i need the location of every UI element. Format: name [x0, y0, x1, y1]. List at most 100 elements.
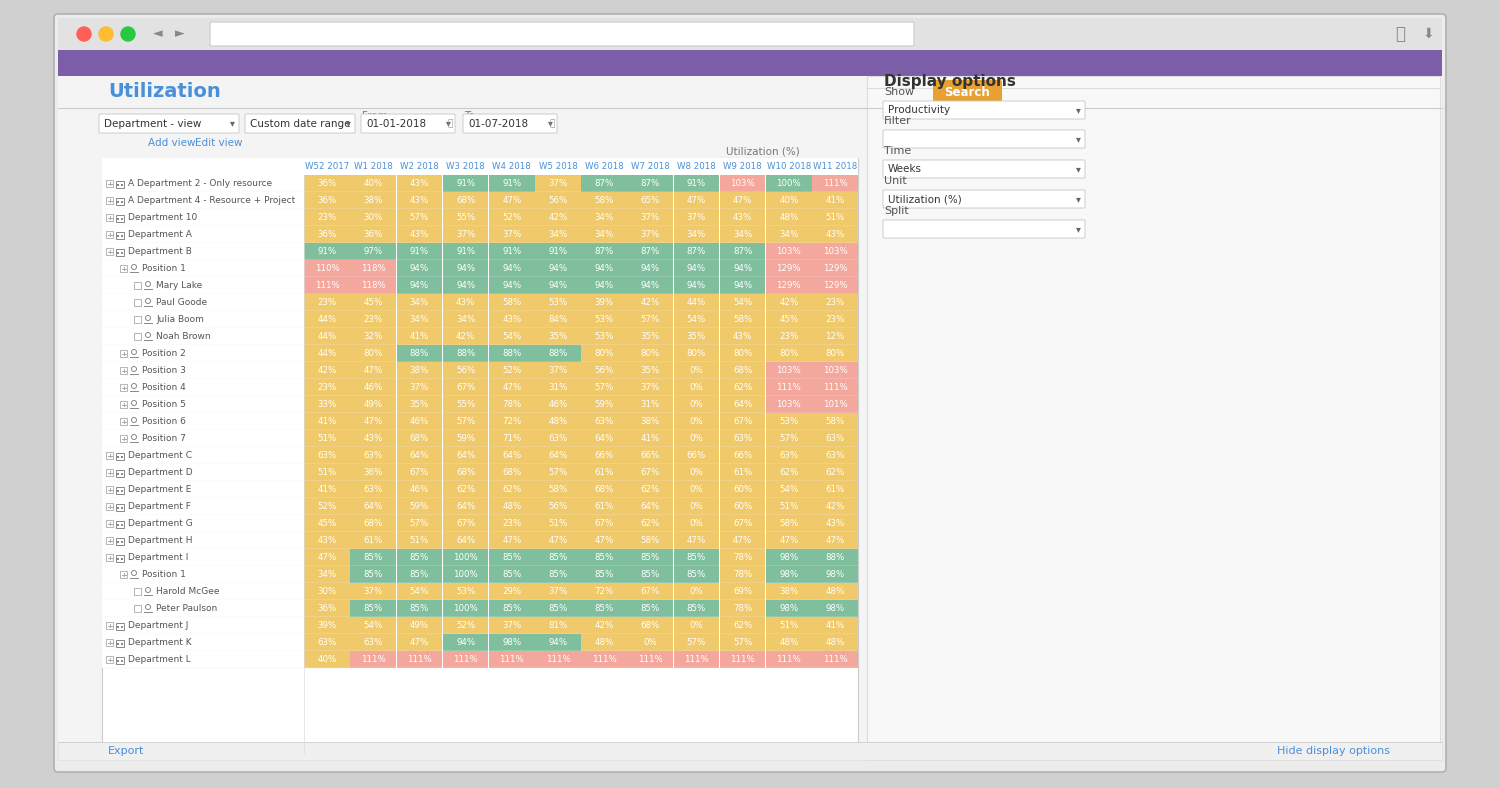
Bar — [674, 260, 718, 277]
Text: 53%: 53% — [456, 587, 476, 596]
Text: 34%: 34% — [410, 315, 429, 324]
Bar — [116, 486, 124, 493]
Text: 45%: 45% — [778, 315, 798, 324]
Text: 62%: 62% — [825, 468, 844, 477]
Bar — [582, 396, 627, 413]
Text: 36%: 36% — [363, 468, 382, 477]
Text: 36%: 36% — [318, 196, 336, 205]
Text: 51%: 51% — [410, 536, 429, 545]
Bar — [102, 379, 858, 396]
Text: 0%: 0% — [690, 468, 703, 477]
Text: 0%: 0% — [690, 502, 703, 511]
Bar — [396, 600, 442, 617]
Bar — [304, 430, 350, 447]
Bar — [351, 379, 396, 396]
Bar — [627, 294, 674, 310]
Text: 67%: 67% — [734, 417, 752, 426]
Bar — [396, 515, 442, 532]
Text: 53%: 53% — [594, 332, 613, 341]
Bar — [106, 622, 112, 629]
Bar — [304, 448, 350, 463]
Text: A Department 2 - Only resource: A Department 2 - Only resource — [128, 179, 272, 188]
Bar — [442, 464, 489, 481]
Text: 46%: 46% — [549, 400, 567, 409]
Bar — [489, 226, 534, 243]
Text: 38%: 38% — [410, 366, 429, 375]
Bar — [122, 523, 123, 526]
Bar — [627, 210, 674, 225]
Text: 88%: 88% — [549, 349, 567, 358]
Bar — [351, 430, 396, 447]
Bar — [102, 328, 858, 345]
Text: 57%: 57% — [456, 417, 476, 426]
Bar — [442, 533, 489, 548]
Bar — [304, 277, 350, 294]
Bar — [351, 583, 396, 600]
Text: 80%: 80% — [363, 349, 382, 358]
Text: Department C: Department C — [128, 451, 192, 460]
Text: 30%: 30% — [318, 587, 336, 596]
Bar — [720, 464, 765, 481]
Text: 87%: 87% — [594, 247, 613, 256]
Text: 98%: 98% — [778, 604, 798, 613]
Bar — [536, 448, 580, 463]
Bar — [489, 448, 534, 463]
Text: Display options: Display options — [884, 73, 1016, 88]
Bar — [442, 192, 489, 209]
Text: Department I: Department I — [128, 553, 189, 562]
Text: 111%: 111% — [777, 655, 801, 664]
Bar — [442, 210, 489, 225]
Bar — [766, 464, 812, 481]
Bar — [396, 413, 442, 429]
Text: 43%: 43% — [734, 213, 752, 222]
Bar — [627, 243, 674, 260]
Bar — [627, 430, 674, 447]
Text: 68%: 68% — [594, 485, 613, 494]
Bar — [536, 175, 580, 191]
Bar — [766, 277, 812, 294]
Bar — [720, 311, 765, 328]
Text: 111%: 111% — [822, 383, 848, 392]
Bar — [674, 243, 718, 260]
Text: 85%: 85% — [687, 553, 706, 562]
Bar — [536, 533, 580, 548]
Bar — [117, 251, 118, 254]
Bar — [582, 567, 627, 582]
Bar — [766, 345, 812, 362]
Bar — [106, 537, 112, 544]
Bar — [720, 634, 765, 651]
FancyBboxPatch shape — [99, 114, 238, 133]
Bar — [674, 634, 718, 651]
Text: 51%: 51% — [778, 621, 798, 630]
Text: 44%: 44% — [318, 349, 336, 358]
Bar — [304, 243, 350, 260]
Text: Department L: Department L — [128, 655, 190, 664]
Bar — [489, 294, 534, 310]
Text: Department G: Department G — [128, 519, 192, 528]
Bar — [304, 226, 350, 243]
Circle shape — [122, 27, 135, 41]
Bar — [812, 362, 858, 379]
Bar — [720, 600, 765, 617]
Text: 71%: 71% — [503, 434, 522, 443]
Text: 87%: 87% — [734, 247, 752, 256]
Bar — [674, 210, 718, 225]
Text: 103%: 103% — [777, 247, 801, 256]
Text: 0%: 0% — [690, 366, 703, 375]
Bar — [489, 600, 534, 617]
Bar — [442, 583, 489, 600]
Bar — [58, 742, 1442, 760]
Text: 38%: 38% — [640, 417, 660, 426]
Bar — [351, 192, 396, 209]
Bar — [812, 277, 858, 294]
Bar — [766, 311, 812, 328]
Bar — [720, 329, 765, 344]
Bar — [536, 345, 580, 362]
Text: 80%: 80% — [640, 349, 660, 358]
Bar — [116, 452, 124, 459]
Text: 72%: 72% — [594, 587, 613, 596]
Text: 58%: 58% — [825, 417, 844, 426]
Text: 51%: 51% — [549, 519, 567, 528]
Text: 85%: 85% — [503, 553, 522, 562]
Bar — [812, 515, 858, 532]
